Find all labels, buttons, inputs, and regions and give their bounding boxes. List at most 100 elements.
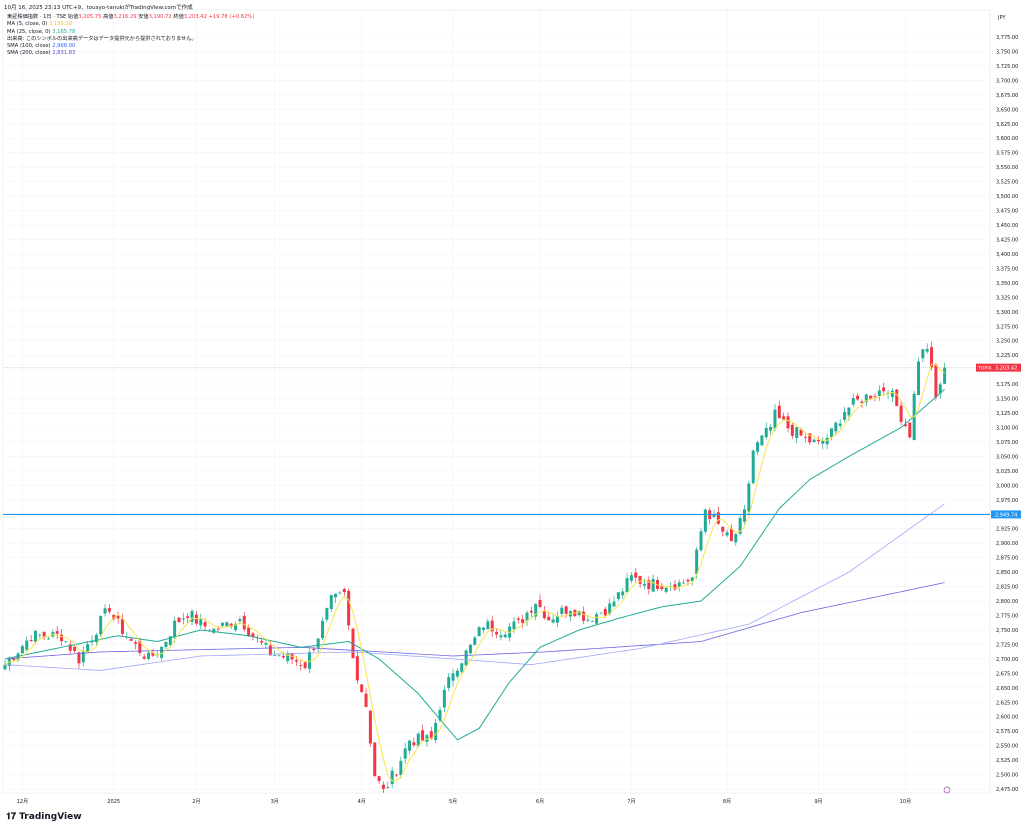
sma200-label: SMA (200, close) — [7, 50, 51, 57]
y-tick-label: 3,125.00 — [996, 411, 1018, 417]
y-tick-label: 3,025.00 — [996, 469, 1018, 475]
candle-body — [12, 658, 16, 660]
candle-body — [395, 774, 398, 776]
candle-body — [347, 591, 351, 626]
candle-body — [812, 439, 816, 443]
candle-body — [477, 627, 481, 637]
candle-body — [660, 586, 664, 590]
y-tick-label: 3,550.00 — [996, 165, 1018, 171]
candle-body — [386, 787, 390, 788]
candle-body — [260, 640, 264, 643]
candle-body — [177, 617, 181, 623]
x-tick-label: 9月 — [814, 799, 822, 805]
tradingview-logo[interactable]: 𝟏𝟕 TradingView — [6, 812, 82, 822]
candle-body — [534, 603, 538, 617]
x-tick-label: 5月 — [449, 799, 457, 805]
last-price-label: 3,203.42 — [995, 366, 1017, 372]
candle-body — [895, 389, 899, 407]
candle-body — [795, 427, 799, 439]
candle-body — [303, 662, 307, 669]
candle-body — [103, 608, 107, 614]
x-tick-label: 10月 — [900, 799, 911, 805]
candle-body — [221, 622, 224, 626]
candle-body — [851, 398, 855, 405]
candle-body — [555, 616, 559, 623]
candle-body — [642, 584, 646, 586]
y-tick-label: 2,825.00 — [996, 585, 1018, 591]
candle-body — [86, 644, 90, 653]
candle-body — [355, 656, 359, 681]
candle-body — [490, 620, 494, 632]
candle-body — [60, 634, 64, 642]
candle-body — [516, 618, 520, 620]
legend-sma100[interactable]: SMA (100, close) 2,968.00 — [7, 43, 254, 50]
y-tick-label: 3,275.00 — [996, 324, 1018, 330]
y-tick-label: 3,075.00 — [996, 440, 1018, 446]
candle-body — [877, 390, 881, 397]
candle-body — [599, 612, 603, 614]
candle-body — [421, 730, 425, 741]
candle-body — [499, 635, 503, 638]
ma5-label: MA (5, close, 0) — [7, 21, 48, 28]
candle-body — [286, 653, 290, 662]
candle-body — [751, 450, 755, 484]
candle-body — [808, 433, 812, 443]
candle-body — [743, 509, 746, 522]
candle-body — [856, 395, 860, 400]
candle-body — [129, 638, 133, 641]
candle-body — [586, 619, 590, 621]
candle-body — [608, 603, 612, 615]
candle-body — [943, 367, 947, 384]
plot-border — [2, 9, 991, 794]
legend-volume-note: 出来高: このシンボルの出来高データはデータ提供元から提供されておりません。 — [7, 35, 197, 42]
tv-logo-icon: 𝟏𝟕 — [6, 812, 17, 822]
y-tick-label: 2,800.00 — [996, 599, 1018, 605]
y-tick-label: 3,050.00 — [996, 454, 1018, 460]
candle-body — [786, 416, 790, 429]
candle-body — [925, 348, 929, 352]
candle-body — [268, 645, 272, 656]
y-tick-label: 2,975.00 — [996, 498, 1018, 504]
y-tick-label: 3,325.00 — [996, 295, 1018, 301]
candle-body — [38, 634, 42, 636]
candle-body — [616, 592, 620, 600]
candle-body — [64, 641, 68, 643]
candle-body — [869, 395, 873, 399]
candle-body — [20, 646, 24, 654]
candle-body — [486, 621, 490, 630]
candle-body — [438, 709, 442, 721]
y-tick-label: 3,225.00 — [996, 353, 1018, 359]
y-tick-label: 2,725.00 — [996, 642, 1018, 648]
candle-body — [33, 630, 37, 642]
ma25-value: 3,165.78 — [52, 28, 76, 35]
y-tick-label: 2,775.00 — [996, 614, 1018, 620]
hline-price-tag — [991, 510, 1021, 519]
candle-body — [364, 693, 368, 707]
candle-body — [934, 364, 938, 398]
low-value: 3,190.72 — [148, 14, 172, 20]
candle-body — [930, 347, 934, 368]
candle-body — [712, 514, 716, 518]
candle-body — [225, 622, 229, 627]
candle-body — [77, 652, 81, 664]
candle-body — [55, 631, 59, 634]
candle-body — [312, 648, 316, 651]
legend-sma200[interactable]: SMA (200, close) 2,831.83 — [7, 50, 254, 57]
x-tick-label: 2月 — [192, 799, 200, 805]
candle-body — [847, 407, 851, 416]
candle-body — [199, 619, 203, 626]
candle-body — [495, 632, 499, 635]
candle-body — [899, 405, 903, 422]
y-tick-label: 3,100.00 — [996, 425, 1018, 431]
candle-body — [921, 349, 925, 359]
close-value: 3,203.42 — [183, 14, 207, 20]
candle-body — [147, 652, 151, 659]
candle-body — [512, 621, 516, 630]
legend-ma25[interactable]: MA (25, close, 0) 3,165.78 — [7, 29, 254, 36]
y-tick-label: 3,300.00 — [996, 310, 1018, 316]
y-tick-label: 3,400.00 — [996, 252, 1018, 258]
candle-body — [651, 578, 655, 592]
candle-body — [168, 636, 172, 646]
legend-ma5[interactable]: MA (5, close, 0) 3,195.38 — [7, 21, 254, 28]
